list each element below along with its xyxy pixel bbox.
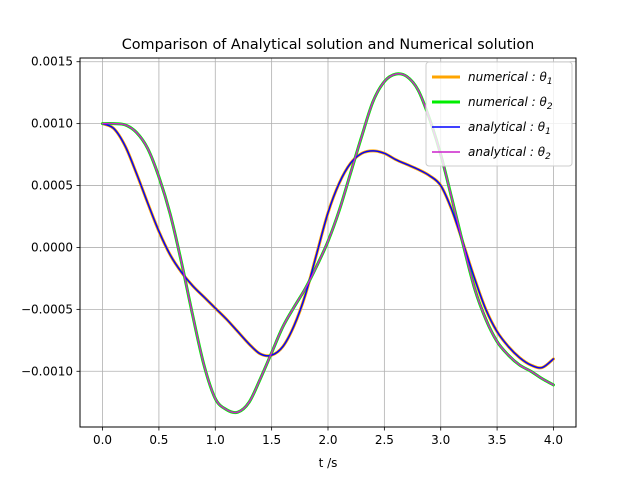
x-tick-label: 4.0 [544,433,563,447]
y-axis-ticks: −0.0010 −0.0005 0.0000 0.0005 0.0010 0.0015 [21,55,80,378]
y-tick-label: 0.0000 [31,240,73,254]
legend: numerical : θ1 numerical : θ2 analytical :… [425,61,573,167]
legend-box [425,61,573,167]
x-tick-label: 3.0 [431,433,450,447]
x-tick-label: 0.0 [93,433,112,447]
series-line-3 [101,122,555,369]
y-tick-label: −0.0010 [21,364,73,378]
x-axis-label: t /s [319,456,338,470]
x-tick-label: 1.5 [262,433,281,447]
series-lines [101,72,555,415]
y-tick-label: 0.0015 [31,55,73,69]
y-tick-label: 0.0010 [31,117,73,131]
legend-label: numerical : θ1 [468,70,553,87]
legend-label: analytical : θ2 [468,145,551,162]
legend-label: numerical : θ2 [468,95,553,112]
x-tick-label: 0.5 [149,433,168,447]
legend-label: analytical : θ1 [468,120,551,137]
x-tick-label: 2.0 [318,433,337,447]
y-tick-label: 0.0005 [31,179,73,193]
x-axis-ticks: 0.0 0.5 1.0 1.5 2.0 2.5 3.0 3.5 4.0 [93,427,563,447]
x-tick-label: 3.5 [488,433,507,447]
y-tick-label: −0.0005 [21,302,73,316]
x-tick-label: 1.0 [206,433,225,447]
series-line-4 [101,73,555,414]
chart-title: Comparison of Analytical solution and Nu… [122,37,535,53]
x-tick-label: 2.5 [375,433,394,447]
